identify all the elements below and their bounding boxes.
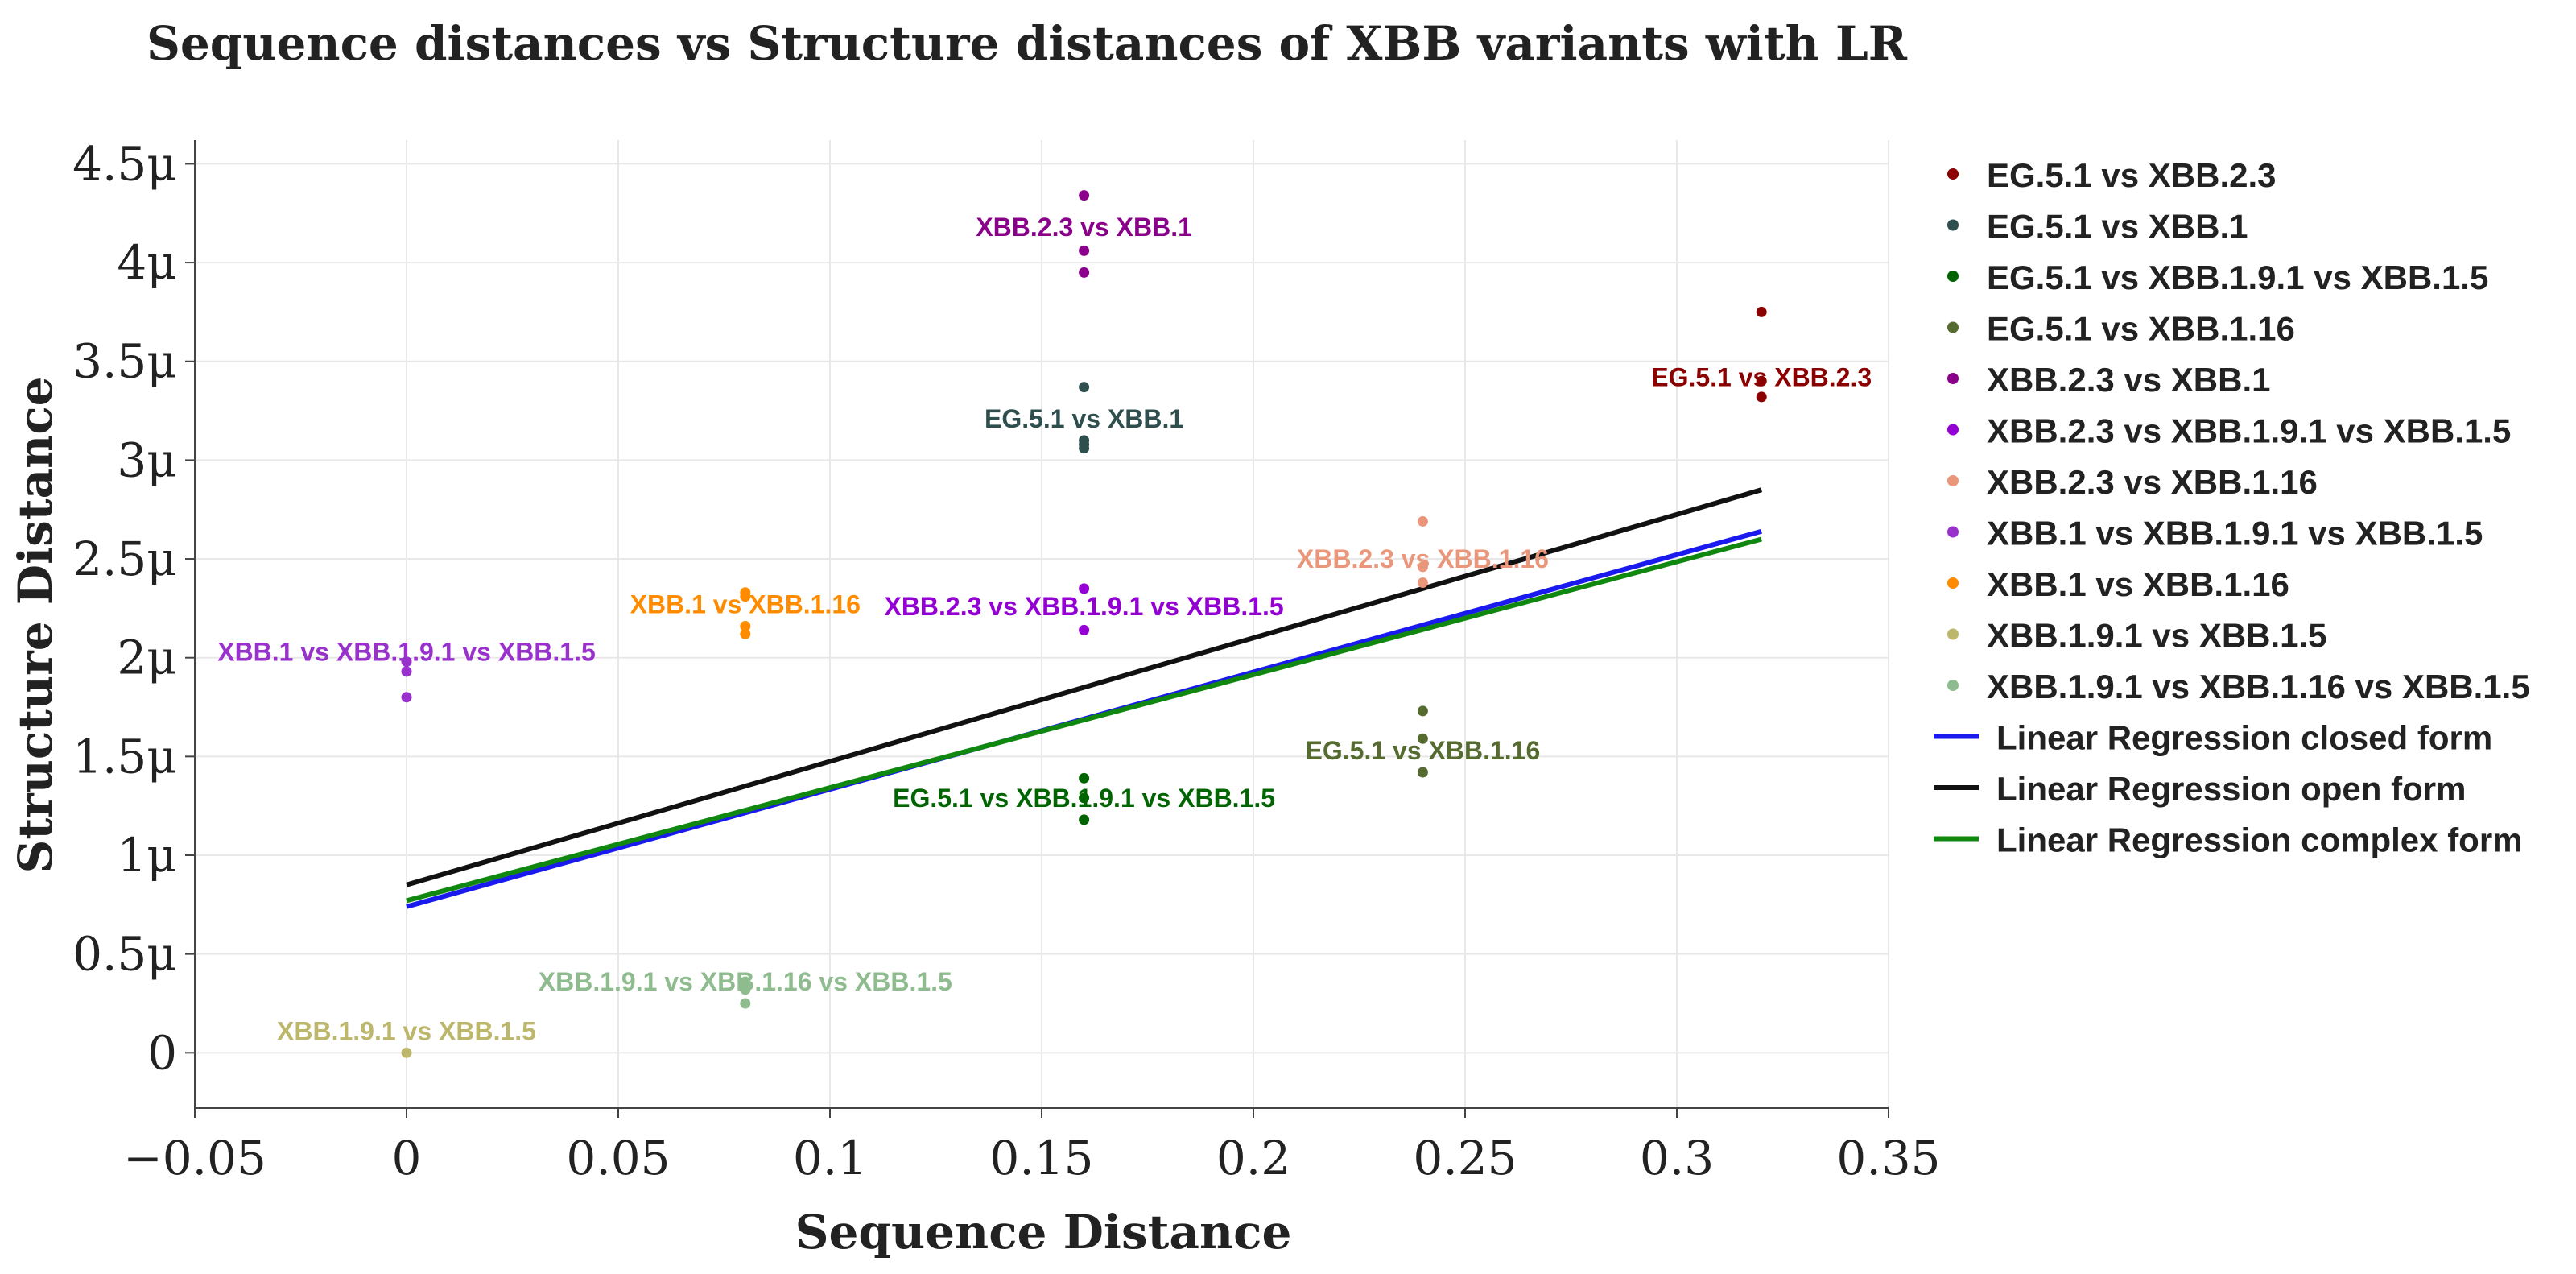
data-point [401,666,412,677]
legend-label: EG.5.1 vs XBB.2.3 [1987,156,2277,194]
legend-marker [1947,475,1959,486]
point-annotation: EG.5.1 vs XBB.1.9.1 vs XBB.1.5 [893,784,1275,813]
data-points [401,190,1767,1058]
point-annotation: XBB.1 vs XBB.1.16 [630,589,861,618]
data-point [1079,382,1090,393]
point-annotation: EG.5.1 vs XBB.1 [985,404,1183,433]
x-tick-label: 0 [392,1131,422,1185]
data-point [1079,772,1090,784]
data-point [401,1047,412,1058]
x-tick-label: 0.05 [566,1131,670,1185]
data-point [401,656,412,668]
x-axis-label: Sequence Distance [795,1205,1292,1260]
data-point [1079,443,1090,454]
data-point [740,591,751,602]
axes-layer: −0.05 0 0.05 0.1 0.15 0.2 0.25 0.3 0.35 0 0.5μ 1μ 1.… [72,136,1941,1185]
data-point [740,984,751,995]
legend-label: XBB.2.3 vs XBB.1 [1987,361,2271,399]
legend-marker [1947,373,1959,384]
point-annotation: XBB.2.3 vs XBB.1.9.1 vs XBB.1.5 [884,592,1283,621]
data-point [1079,792,1090,804]
y-tick-label: 3.5μ [72,334,177,389]
legend: EG.5.1 vs XBB.2.3 EG.5.1 vs XBB.1 EG.5.1 v… [1934,156,2530,859]
y-tick-label: 2.5μ [72,532,177,586]
data-point [740,998,751,1009]
y-tick-label: 4.5μ [72,136,177,191]
regression-line [406,536,1762,904]
y-axis-label: Structure Distance [8,376,63,873]
legend-label: XBB.2.3 vs XBB.1.16 [1987,463,2318,501]
data-point [401,692,412,703]
legend-label: XBB.1.9.1 vs XBB.1.5 [1987,617,2327,655]
legend-marker [1947,680,1959,691]
legend-marker [1947,526,1959,538]
point-annotation: EG.5.1 vs XBB.1.16 [1306,736,1541,765]
legend-marker [1947,424,1959,436]
legend-label: Linear Regression open form [1996,770,2466,808]
data-point [1079,624,1090,635]
x-tick-label: 0.15 [989,1131,1093,1185]
point-annotation: XBB.2.3 vs XBB.1 [976,213,1192,242]
data-point [740,620,751,631]
x-tick-label: 0.2 [1216,1131,1290,1185]
legend-marker [1947,168,1959,180]
legend-label: EG.5.1 vs XBB.1.16 [1987,310,2295,348]
legend-label: XBB.1 vs XBB.1.16 [1987,565,2289,603]
x-tick-label: 0.1 [793,1131,867,1185]
legend-label: Linear Regression closed form [1996,719,2492,757]
data-point [1756,306,1767,317]
data-point [1756,375,1767,387]
legend-marker [1947,219,1959,231]
x-tick-label: 0.25 [1413,1131,1517,1185]
point-annotation: XBB.1.9.1 vs XBB.1.16 vs XBB.1.5 [539,967,952,996]
regression-lines [406,487,1763,909]
data-point [1756,391,1767,403]
chart-title: Sequence distances vs Structure distance… [147,16,1908,71]
data-point [1079,190,1090,201]
regression-line [406,487,1763,887]
point-annotation: EG.5.1 vs XBB.2.3 [1651,362,1872,391]
x-tick-label: −0.05 [123,1131,266,1185]
x-tick-label: 0.35 [1836,1131,1940,1185]
point-annotations: EG.5.1 vs XBB.2.3 EG.5.1 vs XBB.1 EG.5.1 v… [217,213,1872,1045]
legend-marker [1947,321,1959,333]
point-annotation: XBB.1 vs XBB.1.9.1 vs XBB.1.5 [217,637,596,666]
data-point [1079,814,1090,825]
data-point [1417,515,1428,527]
legend-label: XBB.2.3 vs XBB.1.9.1 vs XBB.1.5 [1987,412,2511,450]
y-tick-label: 3μ [117,432,177,487]
data-point [1417,577,1428,588]
legend-label: EG.5.1 vs XBB.1.9.1 vs XBB.1.5 [1987,259,2488,296]
data-point [1079,267,1090,278]
data-point [1417,705,1428,717]
y-tick-label: 0 [147,1025,177,1080]
data-point [1079,583,1090,594]
legend-label: Linear Regression complex form [1996,821,2523,859]
legend-label: XBB.1 vs XBB.1.9.1 vs XBB.1.5 [1987,515,2483,552]
data-point [1417,733,1428,744]
legend-marker [1947,271,1959,282]
point-annotation: XBB.2.3 vs XBB.1.16 [1297,544,1549,573]
legend-marker [1947,628,1959,640]
point-annotation: XBB.1.9.1 vs XBB.1.5 [277,1016,536,1045]
y-tick-label: 1μ [117,828,177,883]
y-tick-label: 4μ [117,235,177,290]
legend-label: XBB.1.9.1 vs XBB.1.16 vs XBB.1.5 [1987,668,2530,705]
data-point [1417,767,1428,778]
legend-label: EG.5.1 vs XBB.1 [1987,208,2248,246]
grid-layer [194,140,1889,1108]
y-tick-label: 1.5μ [72,729,177,784]
data-point [1417,561,1428,573]
data-point [740,628,751,639]
y-tick-label: 2μ [117,631,177,685]
x-tick-label: 0.3 [1640,1131,1714,1185]
y-tick-label: 0.5μ [72,927,177,982]
legend-marker [1947,577,1959,589]
data-point [1079,245,1090,256]
